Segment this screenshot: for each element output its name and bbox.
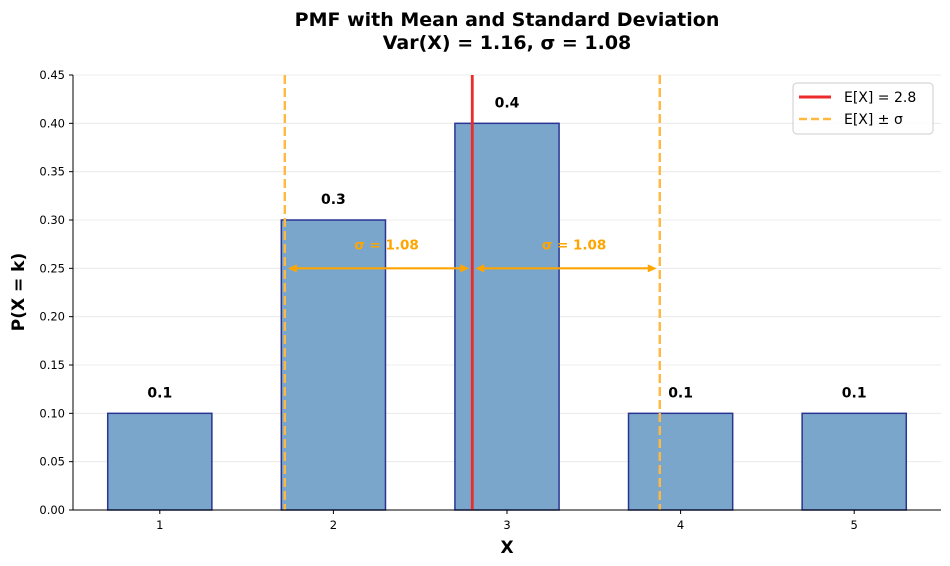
sigma-arrow-right (475, 264, 657, 273)
x-tick-label-1: 2 (330, 518, 337, 532)
y-tick-label-3: 0.15 (39, 358, 65, 372)
y-tick-label-6: 0.30 (39, 213, 65, 227)
sigma-arrow-left-head-right (460, 264, 470, 273)
reference-lines (283, 75, 661, 510)
y-tick-label-8: 0.40 (39, 116, 65, 130)
y-tick-label-1: 0.05 (39, 455, 65, 469)
y-tick-label-5: 0.25 (39, 261, 65, 275)
x-tick-label-2: 3 (503, 518, 510, 532)
data-label-3: 0.4 (495, 95, 520, 111)
bar-3 (454, 122, 560, 511)
y-tick-label-0: 0.00 (39, 503, 65, 517)
sigma-annotation-left: σ = 1.08 (354, 237, 419, 253)
bar-4 (627, 412, 734, 511)
bar-2 (280, 219, 387, 511)
y-axis-label: P(X = k) (9, 253, 29, 332)
legend-label-1: E[X] ± σ (844, 112, 903, 128)
legend: E[X] = 2.8 E[X] ± σ (792, 82, 934, 135)
chart-subtitle: Var(X) = 1.16, σ = 1.08 (383, 32, 632, 54)
sigma-arrow-right-head-right (647, 264, 657, 273)
bar-1 (106, 412, 213, 511)
sigma-arrows: σ = 1.08 σ = 1.08 (287, 237, 657, 273)
axes: 0.000.050.100.150.200.250.300.350.400.45… (39, 68, 941, 532)
legend-label-0: E[X] = 2.8 (844, 90, 916, 106)
data-label-5: 0.1 (842, 385, 867, 401)
y-tick-label-7: 0.35 (39, 165, 65, 179)
sigma-arrow-left (287, 264, 470, 273)
chart-title: PMF with Mean and Standard Deviation (295, 9, 720, 31)
y-tick-label-2: 0.10 (39, 406, 65, 420)
sigma-annotation-right: σ = 1.08 (542, 237, 607, 253)
data-label-2: 0.3 (321, 192, 346, 208)
data-label-1: 0.1 (147, 385, 172, 401)
x-tick-label-0: 1 (156, 518, 163, 532)
data-label-4: 0.1 (668, 385, 693, 401)
bar-5 (801, 412, 908, 511)
data-labels: 0.1 0.3 0.4 0.1 0.1 (147, 95, 866, 401)
sigma-arrow-right-head-left (475, 264, 485, 273)
y-tick-label-9: 0.45 (39, 68, 65, 82)
x-axis-label: X (500, 538, 513, 558)
x-tick-label-3: 4 (677, 518, 684, 532)
sigma-arrow-left-head-left (287, 264, 297, 273)
x-tick-label-4: 5 (851, 518, 858, 532)
y-tick-label-4: 0.20 (39, 310, 65, 324)
